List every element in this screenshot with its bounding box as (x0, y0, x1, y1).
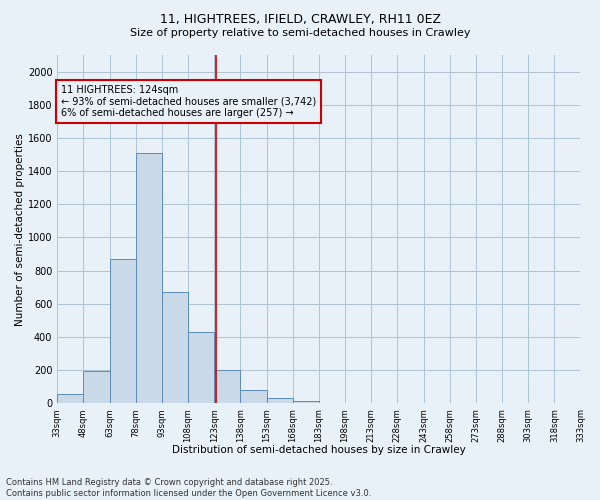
Bar (319, 402, 345, 404)
Text: 11 HIGHTREES: 124sqm
← 93% of semi-detached houses are smaller (3,742)
6% of sem: 11 HIGHTREES: 124sqm ← 93% of semi-detac… (61, 85, 316, 118)
Bar (293, 401, 319, 404)
Bar (266, 398, 293, 404)
Bar (136, 153, 162, 404)
Bar (83, 371, 110, 404)
Bar (162, 292, 188, 404)
Text: 11, HIGHTREES, IFIELD, CRAWLEY, RH11 0EZ: 11, HIGHTREES, IFIELD, CRAWLEY, RH11 0EZ (160, 12, 440, 26)
Bar (110, 259, 136, 404)
Text: Contains HM Land Registry data © Crown copyright and database right 2025.
Contai: Contains HM Land Registry data © Crown c… (6, 478, 371, 498)
Text: Size of property relative to semi-detached houses in Crawley: Size of property relative to semi-detach… (130, 28, 470, 38)
X-axis label: Distribution of semi-detached houses by size in Crawley: Distribution of semi-detached houses by … (172, 445, 466, 455)
Y-axis label: Number of semi-detached properties: Number of semi-detached properties (15, 132, 25, 326)
Bar (57, 394, 83, 404)
Bar (241, 390, 266, 404)
Bar (188, 332, 214, 404)
Bar (214, 370, 241, 404)
